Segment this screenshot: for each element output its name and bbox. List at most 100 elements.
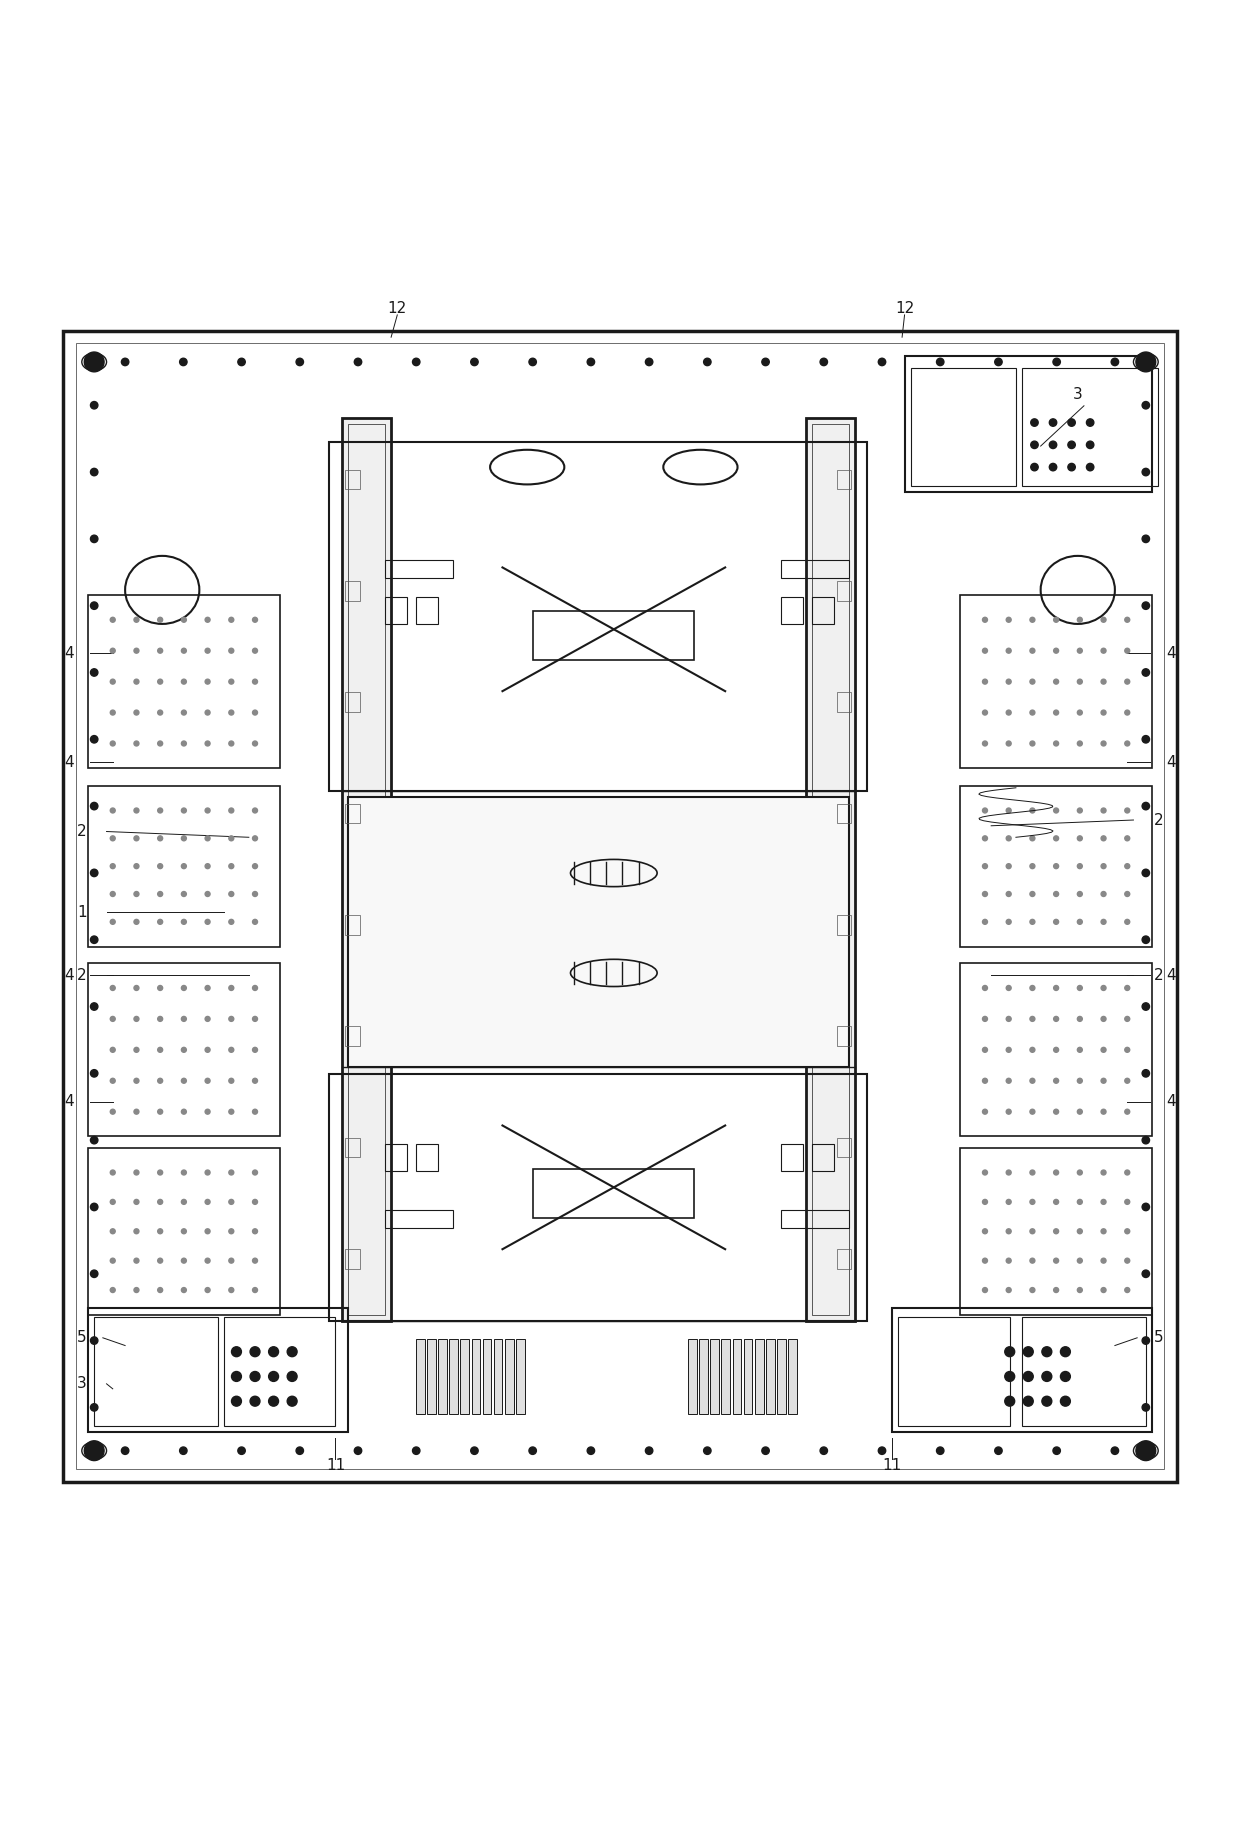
Circle shape: [1054, 1228, 1059, 1234]
Circle shape: [110, 986, 115, 991]
Circle shape: [982, 617, 987, 622]
Circle shape: [110, 648, 115, 653]
Circle shape: [253, 1170, 258, 1175]
Circle shape: [229, 679, 234, 684]
Circle shape: [982, 1288, 987, 1292]
Circle shape: [181, 1288, 186, 1292]
Circle shape: [1125, 679, 1130, 684]
Circle shape: [1101, 617, 1106, 622]
Circle shape: [91, 535, 98, 542]
Circle shape: [205, 1170, 210, 1175]
Circle shape: [1030, 420, 1038, 427]
Circle shape: [1125, 986, 1130, 991]
Bar: [960, 1148, 1152, 1314]
Circle shape: [1078, 741, 1083, 746]
Circle shape: [1125, 741, 1130, 746]
Circle shape: [229, 836, 234, 841]
Bar: [347, 798, 849, 1068]
Circle shape: [761, 1447, 769, 1455]
Circle shape: [157, 808, 162, 812]
Circle shape: [91, 469, 98, 476]
Circle shape: [91, 1137, 98, 1144]
Bar: [812, 1144, 835, 1172]
Circle shape: [110, 617, 115, 622]
Circle shape: [253, 679, 258, 684]
Circle shape: [1125, 892, 1130, 896]
Circle shape: [253, 1199, 258, 1204]
Bar: [960, 964, 1152, 1137]
Text: 2: 2: [77, 967, 87, 984]
Circle shape: [229, 808, 234, 812]
Circle shape: [1125, 710, 1130, 715]
Text: 2: 2: [77, 825, 87, 840]
Circle shape: [134, 741, 139, 746]
Circle shape: [1078, 1110, 1083, 1115]
Bar: [345, 692, 360, 712]
Circle shape: [205, 920, 210, 923]
Circle shape: [1006, 836, 1011, 841]
Circle shape: [229, 1110, 234, 1115]
Circle shape: [982, 892, 987, 896]
Circle shape: [110, 1170, 115, 1175]
Bar: [345, 914, 360, 934]
Circle shape: [1006, 648, 1011, 653]
Circle shape: [110, 1257, 115, 1263]
Circle shape: [1078, 679, 1083, 684]
Circle shape: [1030, 1228, 1035, 1234]
Circle shape: [1142, 1069, 1149, 1077]
Circle shape: [1078, 617, 1083, 622]
Circle shape: [157, 1017, 162, 1022]
Bar: [688, 1340, 697, 1414]
Circle shape: [1078, 836, 1083, 841]
Bar: [345, 1137, 360, 1157]
Circle shape: [1078, 1017, 1083, 1022]
Circle shape: [253, 863, 258, 869]
Bar: [482, 1340, 491, 1414]
Circle shape: [936, 358, 944, 365]
Circle shape: [181, 1170, 186, 1175]
Circle shape: [205, 1257, 210, 1263]
Circle shape: [1078, 1048, 1083, 1053]
Circle shape: [1125, 1288, 1130, 1292]
Circle shape: [134, 863, 139, 869]
Bar: [415, 1144, 438, 1172]
Circle shape: [1030, 1257, 1035, 1263]
Circle shape: [253, 808, 258, 812]
Circle shape: [253, 1048, 258, 1053]
Circle shape: [110, 1048, 115, 1053]
Circle shape: [205, 648, 210, 653]
Circle shape: [982, 648, 987, 653]
Bar: [781, 560, 849, 579]
Circle shape: [1125, 1079, 1130, 1084]
Circle shape: [1042, 1372, 1052, 1382]
Circle shape: [157, 1199, 162, 1204]
Circle shape: [1042, 1347, 1052, 1356]
Circle shape: [994, 1447, 1002, 1455]
Circle shape: [91, 1002, 98, 1011]
Circle shape: [529, 358, 537, 365]
Circle shape: [157, 1170, 162, 1175]
Circle shape: [250, 1372, 260, 1382]
Circle shape: [1023, 1372, 1033, 1382]
Circle shape: [205, 1048, 210, 1053]
Circle shape: [157, 617, 162, 622]
Bar: [88, 787, 280, 947]
Circle shape: [181, 617, 186, 622]
Circle shape: [1101, 986, 1106, 991]
Circle shape: [1142, 1270, 1149, 1277]
Circle shape: [181, 986, 186, 991]
Circle shape: [1101, 920, 1106, 923]
Circle shape: [110, 808, 115, 812]
Bar: [711, 1340, 719, 1414]
Circle shape: [1030, 863, 1035, 869]
Bar: [88, 1148, 280, 1314]
Circle shape: [1142, 1203, 1149, 1210]
Circle shape: [91, 668, 98, 677]
Circle shape: [1068, 464, 1075, 471]
Circle shape: [1030, 808, 1035, 812]
Circle shape: [1054, 808, 1059, 812]
Circle shape: [157, 1257, 162, 1263]
Circle shape: [250, 1347, 260, 1356]
Circle shape: [110, 710, 115, 715]
Circle shape: [1101, 1288, 1106, 1292]
